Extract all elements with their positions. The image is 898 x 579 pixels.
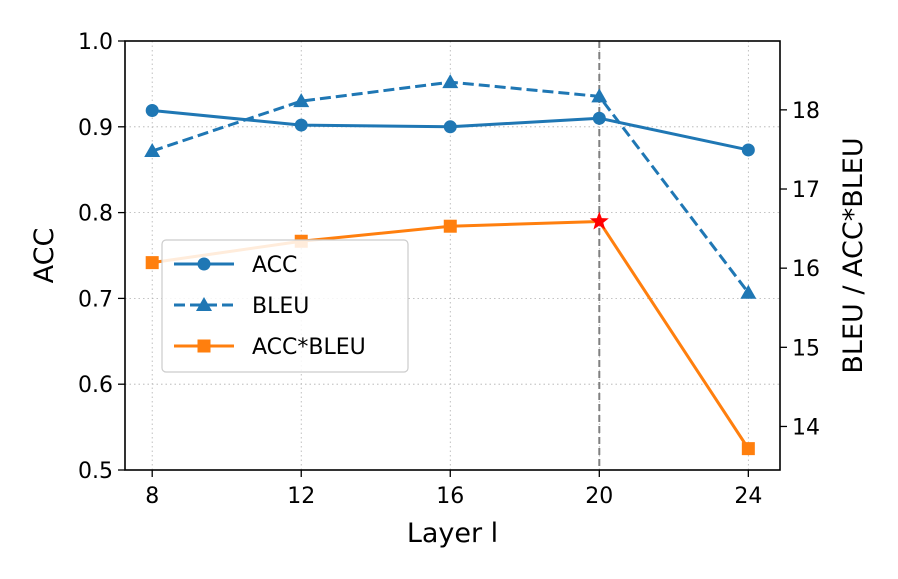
data-point-acc xyxy=(145,103,159,117)
series-bleu xyxy=(144,74,757,299)
y-left-tick-label: 0.5 xyxy=(78,459,113,484)
y-right-tick-label: 14 xyxy=(792,415,820,440)
legend-entry-bleu: BLEU xyxy=(174,294,309,319)
legend: ACC BLEU ACC*BLEU xyxy=(161,239,409,373)
y-right-axis-label: BLEU / ACC*BLEU xyxy=(838,137,869,373)
data-point-acc xyxy=(294,118,308,132)
legend-marker-acc xyxy=(197,257,211,271)
x-tick-label: 8 xyxy=(145,484,159,509)
axes: 8 12 16 20 24 0.5 0.6 0.7 0.8 0.9 1.0 14 15 16 17 18 Lay… xyxy=(29,30,869,549)
y-left-tick-label: 0.9 xyxy=(78,116,113,141)
series-acc xyxy=(145,103,755,157)
y-left-tick-label: 1.0 xyxy=(78,30,113,55)
y-right-tick-label: 17 xyxy=(792,178,820,203)
legend-marker-bleu xyxy=(196,297,212,311)
x-tick-label: 16 xyxy=(436,484,464,509)
highlight-star-marker xyxy=(589,211,609,230)
y-left-tick-label: 0.6 xyxy=(78,373,113,398)
data-point-acc xyxy=(592,111,606,125)
x-tick-label: 24 xyxy=(734,484,762,509)
y-right-tick-label: 15 xyxy=(792,336,820,361)
data-point-bleu xyxy=(144,143,161,158)
legend-label-bleu: BLEU xyxy=(252,294,309,319)
y-left-tick-label: 0.7 xyxy=(78,287,113,312)
y-right-tick-label: 16 xyxy=(792,257,820,282)
legend-marker-acc-bleu xyxy=(197,339,211,353)
data-point-acc-bleu xyxy=(741,442,755,456)
x-tick-label: 20 xyxy=(585,484,613,509)
data-point-bleu xyxy=(740,284,757,299)
data-point-acc xyxy=(443,120,457,134)
data-point-acc-bleu xyxy=(145,256,159,270)
x-axis-label: Layer l xyxy=(407,518,498,549)
legend-label-acc-bleu: ACC*BLEU xyxy=(252,335,366,360)
y-left-axis-label: ACC xyxy=(29,228,60,284)
plot-frame xyxy=(124,40,781,471)
y-right-tick-label: 18 xyxy=(792,99,820,124)
data-point-acc xyxy=(741,143,755,157)
y-left-tick-label: 0.8 xyxy=(78,202,113,227)
data-point-acc-bleu xyxy=(443,219,457,233)
data-point-bleu xyxy=(293,93,310,108)
legend-entry-acc-bleu: ACC*BLEU xyxy=(174,335,366,360)
legend-label-acc: ACC xyxy=(252,253,297,278)
data-point-bleu xyxy=(442,74,459,89)
x-tick-label: 12 xyxy=(287,484,315,509)
legend-entry-acc: ACC xyxy=(174,253,297,278)
data-point-bleu xyxy=(591,88,608,103)
legend-box xyxy=(161,239,409,373)
